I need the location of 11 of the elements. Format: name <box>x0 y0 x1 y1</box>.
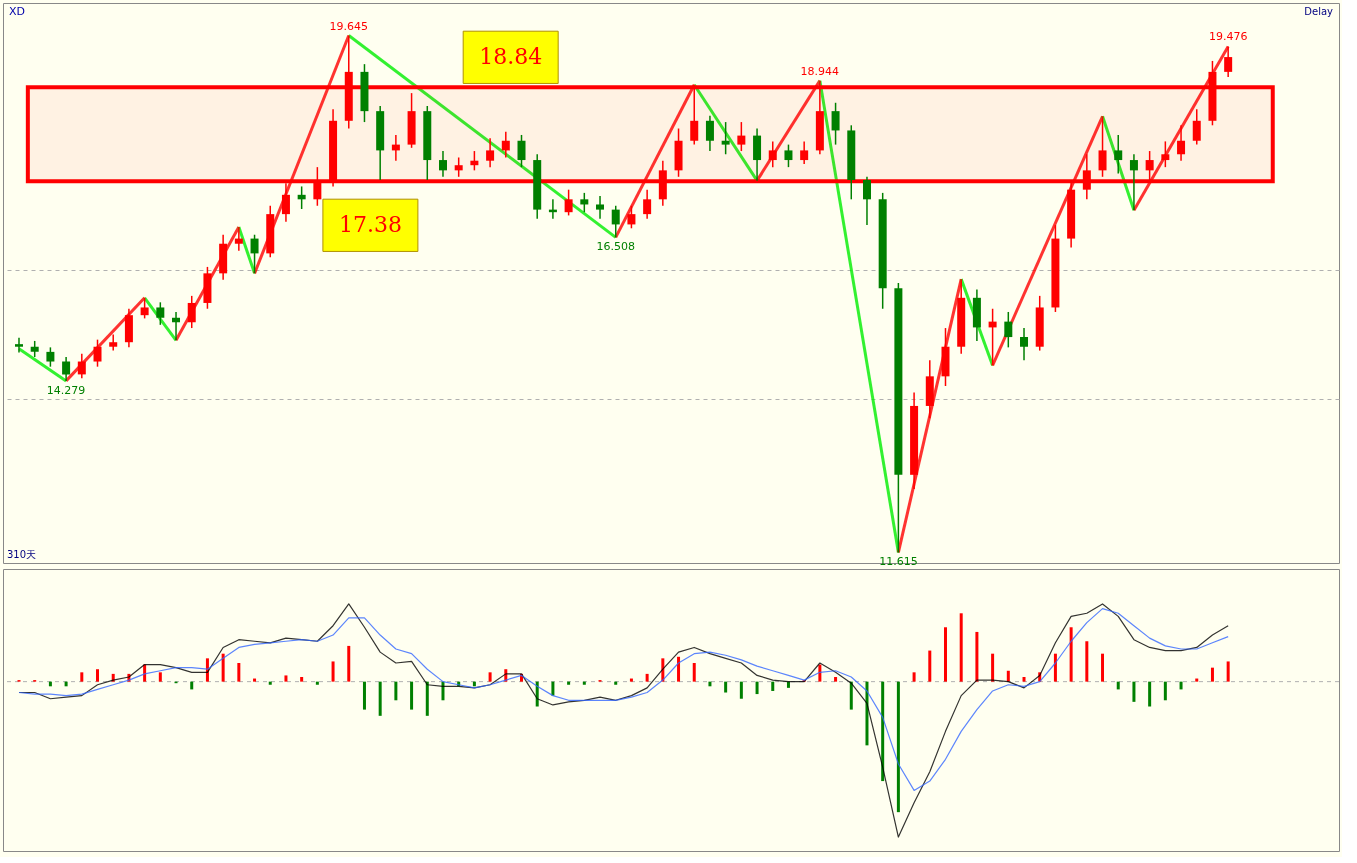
text: Delay <box>1304 6 1334 17</box>
annotation: 310天 <box>7 549 37 560</box>
annotation: 11.615 <box>879 555 918 569</box>
annotation: 18.944 <box>800 64 840 78</box>
annotation: 14.279 <box>46 383 86 397</box>
annotation: 17.38 <box>338 212 402 238</box>
annotation: 16.508 <box>596 240 635 254</box>
chart-title: XD <box>9 5 26 18</box>
annotation: 19.476 <box>1208 30 1248 44</box>
annotation: 18.84 <box>479 44 543 70</box>
annotation: 19.645 <box>329 19 369 33</box>
